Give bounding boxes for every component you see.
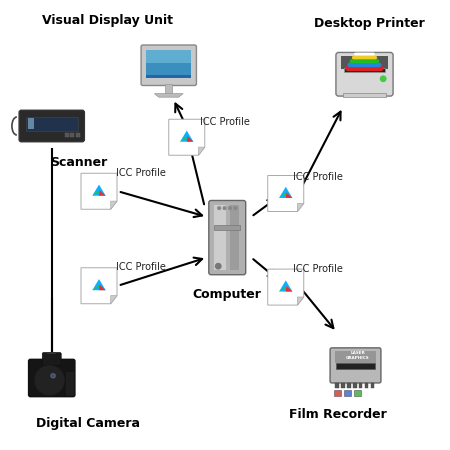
Circle shape	[46, 377, 53, 384]
FancyBboxPatch shape	[42, 353, 61, 365]
Circle shape	[51, 374, 55, 378]
Polygon shape	[92, 279, 106, 290]
Polygon shape	[279, 193, 287, 198]
Polygon shape	[169, 119, 205, 155]
Polygon shape	[111, 296, 117, 304]
Circle shape	[43, 374, 56, 387]
Text: Visual Display Unit: Visual Display Unit	[42, 14, 174, 27]
Bar	[70, 133, 74, 137]
Polygon shape	[99, 190, 106, 196]
Polygon shape	[268, 176, 304, 211]
Bar	[371, 382, 374, 388]
Bar	[28, 118, 33, 129]
Polygon shape	[268, 269, 304, 305]
Bar	[353, 382, 357, 388]
Text: LASER
GRAPHICS: LASER GRAPHICS	[346, 351, 369, 360]
Bar	[334, 390, 341, 396]
Polygon shape	[297, 203, 304, 212]
Circle shape	[216, 264, 221, 269]
Polygon shape	[111, 201, 117, 209]
Text: ICC Profile: ICC Profile	[116, 168, 166, 178]
Bar	[147, 75, 191, 78]
FancyBboxPatch shape	[147, 50, 191, 63]
FancyBboxPatch shape	[147, 50, 191, 78]
Bar	[342, 382, 345, 388]
Circle shape	[35, 366, 64, 395]
Bar	[65, 133, 69, 137]
Bar	[344, 68, 385, 72]
Bar	[47, 352, 56, 355]
Circle shape	[380, 76, 386, 81]
Text: ICC Profile: ICC Profile	[116, 262, 166, 272]
Polygon shape	[154, 94, 183, 97]
Polygon shape	[286, 193, 292, 198]
Bar	[364, 382, 369, 388]
Bar	[344, 390, 351, 396]
Polygon shape	[81, 173, 117, 209]
FancyBboxPatch shape	[26, 117, 77, 131]
Polygon shape	[99, 285, 106, 290]
Bar	[214, 205, 226, 270]
FancyBboxPatch shape	[19, 110, 85, 142]
Text: ICC Profile: ICC Profile	[293, 172, 343, 182]
Bar	[76, 133, 80, 137]
Polygon shape	[92, 191, 100, 196]
Circle shape	[40, 371, 58, 389]
Bar	[342, 56, 388, 69]
Circle shape	[223, 207, 226, 210]
Bar	[336, 382, 339, 388]
Polygon shape	[279, 287, 287, 292]
Bar	[335, 351, 376, 363]
FancyBboxPatch shape	[336, 53, 393, 96]
Polygon shape	[198, 147, 205, 155]
Text: Digital Camera: Digital Camera	[36, 417, 140, 429]
Bar	[214, 225, 240, 230]
Text: Film Recorder: Film Recorder	[288, 409, 387, 421]
Text: ICC Profile: ICC Profile	[200, 117, 250, 127]
FancyBboxPatch shape	[330, 348, 381, 383]
Bar	[359, 382, 363, 388]
Polygon shape	[92, 184, 106, 196]
Polygon shape	[81, 268, 117, 304]
Text: ICC Profile: ICC Profile	[293, 265, 343, 274]
FancyBboxPatch shape	[209, 201, 246, 274]
Polygon shape	[286, 286, 292, 292]
Bar	[165, 84, 172, 94]
FancyBboxPatch shape	[141, 45, 196, 86]
Bar	[337, 363, 374, 369]
FancyBboxPatch shape	[29, 359, 75, 397]
Circle shape	[234, 207, 237, 210]
Text: Desktop Printer: Desktop Printer	[314, 17, 424, 30]
Circle shape	[229, 207, 231, 210]
Text: Scanner: Scanner	[50, 157, 108, 169]
Polygon shape	[279, 280, 292, 292]
Circle shape	[218, 207, 220, 210]
Bar	[354, 390, 361, 396]
Bar	[347, 382, 351, 388]
Polygon shape	[92, 285, 100, 290]
Polygon shape	[180, 130, 194, 142]
FancyBboxPatch shape	[66, 372, 74, 396]
Polygon shape	[187, 136, 194, 142]
Text: Computer: Computer	[193, 288, 262, 301]
Circle shape	[37, 368, 62, 392]
Polygon shape	[297, 297, 304, 305]
Bar	[230, 205, 238, 270]
Polygon shape	[279, 187, 292, 198]
Bar	[343, 93, 386, 97]
Polygon shape	[180, 137, 188, 142]
